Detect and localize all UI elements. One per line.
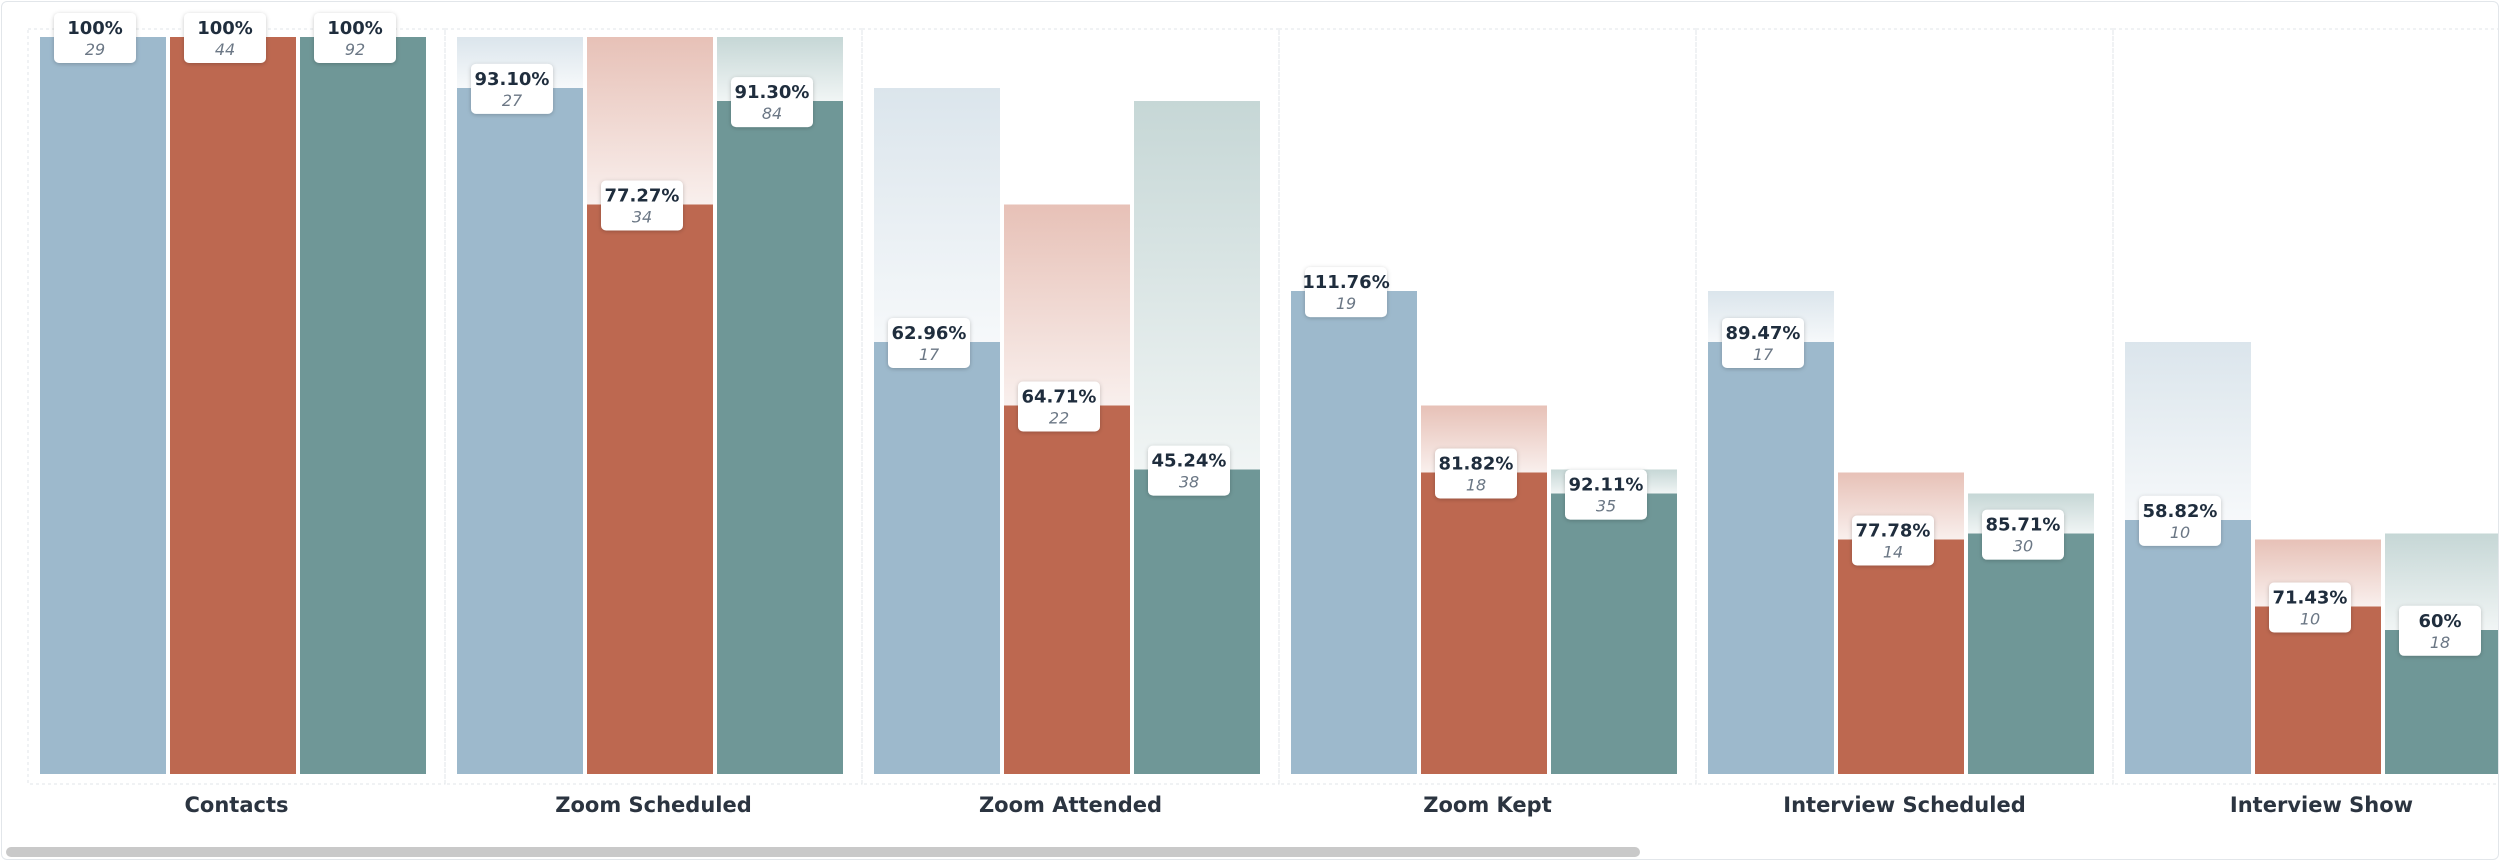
- conversion-percent-label: 92.11%: [1569, 475, 1644, 496]
- category-label: Interview Scheduled: [1783, 793, 2025, 817]
- count-label: 17: [919, 345, 940, 364]
- data-label-box: [1148, 445, 1230, 496]
- count-label: 18: [2430, 633, 2450, 652]
- count-label: 22: [1049, 409, 1069, 428]
- data-label-box: [1305, 267, 1387, 318]
- bar[interactable]: [1551, 493, 1677, 774]
- data-label-box: [601, 180, 683, 231]
- category-label: Zoom Kept: [1423, 793, 1552, 817]
- category-label: Contacts: [185, 793, 289, 817]
- conversion-percent-label: 77.27%: [605, 186, 680, 207]
- bar[interactable]: [2125, 519, 2251, 774]
- count-label: 44: [215, 40, 235, 59]
- bar[interactable]: [1291, 291, 1417, 774]
- category-label: Interview Show: [2230, 793, 2413, 817]
- horizontal-scrollbar-thumb[interactable]: [6, 847, 1640, 857]
- count-label: 92: [345, 40, 365, 59]
- conversion-percent-label: 81.82%: [1439, 454, 1514, 475]
- data-label-box: [54, 13, 136, 63]
- category-label: Zoom Attended: [979, 793, 1162, 817]
- count-label: 38: [1179, 473, 1199, 492]
- conversion-percent-label: 71.43%: [2273, 588, 2348, 609]
- data-label-box: [1018, 381, 1100, 432]
- count-label: 34: [632, 208, 652, 227]
- data-label-box: [2269, 582, 2351, 633]
- previous-stage-ghost-bar: [1134, 101, 1260, 470]
- bar[interactable]: [1838, 539, 1964, 775]
- conversion-percent-label: 45.24%: [1152, 451, 1227, 472]
- conversion-percent-label: 100%: [197, 18, 253, 39]
- previous-stage-ghost-bar: [874, 87, 1000, 342]
- bar[interactable]: [1968, 533, 2094, 774]
- previous-stage-ghost-bar: [587, 37, 713, 205]
- bar[interactable]: [1004, 405, 1130, 775]
- count-label: 17: [1753, 345, 1774, 364]
- conversion-percent-label: 62.96%: [892, 323, 967, 344]
- data-label-box: [731, 77, 813, 128]
- bar[interactable]: [457, 87, 583, 775]
- conversion-percent-label: 77.78%: [1856, 521, 1931, 542]
- stage-group-box: [1695, 28, 2114, 785]
- data-label-box: [1982, 509, 2064, 560]
- bar[interactable]: [300, 37, 426, 774]
- previous-stage-ghost-bar: [2125, 341, 2251, 520]
- stage-group-box: [861, 28, 1280, 785]
- conversion-percent-label: 58.82%: [2143, 501, 2218, 522]
- data-label-box: [314, 13, 396, 63]
- count-label: 14: [1883, 543, 1903, 562]
- data-label-box: [2399, 605, 2481, 656]
- count-label: 27: [502, 91, 523, 110]
- stage-group-box: [444, 28, 863, 785]
- conversion-percent-label: 93.10%: [475, 69, 550, 90]
- bar[interactable]: [1708, 341, 1834, 774]
- count-label: 30: [2013, 537, 2033, 556]
- bar[interactable]: [40, 37, 166, 774]
- data-label-box: [471, 63, 553, 114]
- count-label: 10: [2170, 523, 2190, 542]
- data-label-box: [1852, 515, 1934, 566]
- conversion-percent-label: 111.76%: [1302, 272, 1390, 293]
- conversion-percent-label: 100%: [67, 18, 123, 39]
- conversion-percent-label: 64.71%: [1022, 387, 1097, 408]
- data-label-box: [1722, 317, 1804, 368]
- data-label-box: [2139, 495, 2221, 546]
- conversion-percent-label: 89.47%: [1726, 323, 1801, 344]
- conversion-percent-label: 60%: [2418, 611, 2461, 632]
- data-label-box: [1565, 469, 1647, 520]
- count-label: 10: [2300, 610, 2320, 629]
- data-label-box: [184, 13, 266, 63]
- count-label: 29: [85, 40, 105, 59]
- previous-stage-ghost-bar: [1004, 204, 1130, 406]
- data-label-box: [1435, 448, 1517, 499]
- bar[interactable]: [717, 101, 843, 774]
- stage-group-box: [1278, 28, 1697, 785]
- count-label: 19: [1336, 294, 1356, 313]
- bar[interactable]: [2255, 606, 2381, 775]
- count-label: 84: [762, 104, 782, 123]
- stage-group-box: [27, 28, 446, 785]
- bar[interactable]: [1421, 472, 1547, 775]
- conversion-percent-label: 85.71%: [1986, 515, 2061, 536]
- data-label-box: [888, 317, 970, 368]
- category-label: Zoom Scheduled: [555, 793, 752, 817]
- bar[interactable]: [874, 341, 1000, 774]
- stage-group-box: [2112, 28, 2498, 785]
- bar[interactable]: [1134, 469, 1260, 774]
- conversion-percent-label: 100%: [327, 18, 383, 39]
- count-label: 35: [1596, 497, 1616, 516]
- conversion-percent-label: 91.30%: [735, 82, 810, 103]
- bar[interactable]: [587, 204, 713, 775]
- count-label: 18: [1466, 476, 1486, 495]
- bar[interactable]: [170, 37, 296, 774]
